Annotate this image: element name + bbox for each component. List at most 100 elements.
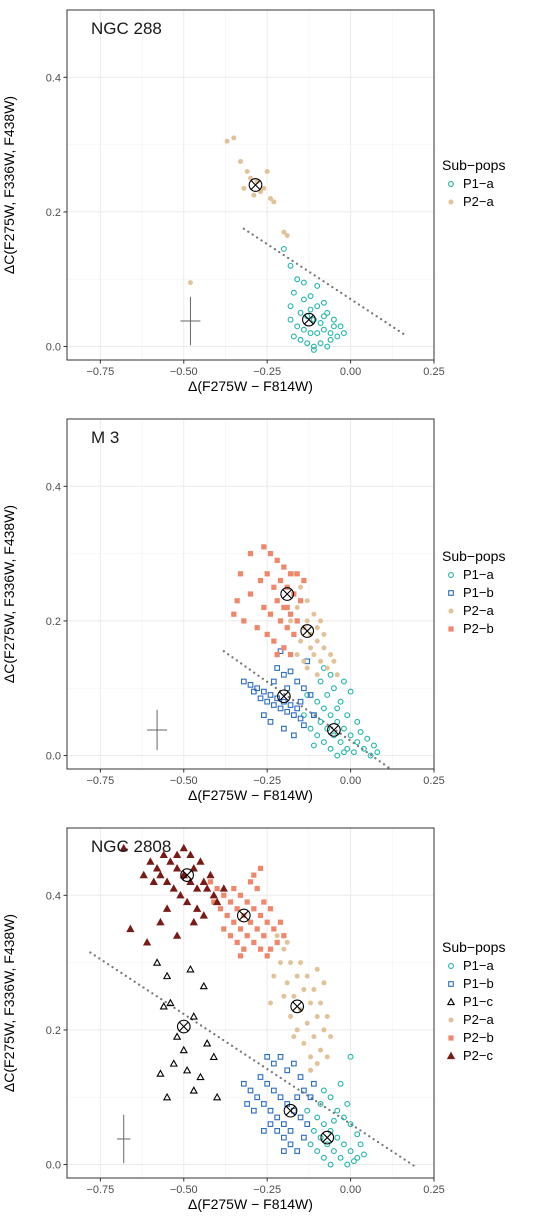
data-point — [179, 1045, 188, 1054]
data-point — [231, 919, 237, 925]
data-point — [284, 980, 290, 986]
legend-label: P2−a — [463, 603, 494, 618]
data-point — [182, 897, 192, 906]
centroid-cross — [238, 910, 249, 921]
legend-label: P2−a — [463, 194, 494, 209]
data-point — [301, 1040, 307, 1046]
data-point — [271, 584, 277, 590]
data-point — [284, 625, 290, 631]
x-tick-label: −0.50 — [170, 1184, 198, 1196]
data-point — [307, 1141, 314, 1148]
data-point — [247, 919, 254, 925]
data-point — [294, 323, 301, 330]
centroid-cross — [304, 314, 314, 325]
data-point — [308, 1067, 314, 1073]
data-point — [317, 678, 324, 685]
dotted-fit-line — [222, 650, 392, 771]
legend-marker — [448, 181, 454, 187]
data-point — [260, 1128, 267, 1134]
data-point — [281, 671, 287, 678]
data-point — [327, 1161, 334, 1168]
data-point — [267, 611, 274, 617]
data-point — [261, 544, 267, 550]
data-point — [264, 953, 270, 959]
x-tick-label: −0.50 — [170, 366, 198, 378]
data-point — [301, 577, 307, 584]
data-point — [354, 1131, 361, 1138]
data-point — [146, 857, 155, 865]
data-point — [291, 1060, 297, 1067]
data-point — [340, 330, 347, 337]
panel-title: NGC 2808 — [91, 837, 171, 856]
data-point — [298, 960, 304, 966]
x-tick-label: −0.25 — [253, 1184, 281, 1196]
data-point — [221, 926, 227, 932]
centroid-circle — [320, 1130, 335, 1145]
y-axis-label: ΔC(F275W, F336W, F438W) — [1, 505, 17, 683]
data-point — [196, 857, 205, 865]
data-point — [324, 1013, 330, 1019]
data-point — [288, 1013, 294, 1019]
data-point — [264, 169, 270, 175]
data-point — [311, 1034, 317, 1040]
data-point — [364, 735, 371, 742]
data-point — [304, 618, 310, 624]
data-point — [347, 732, 354, 739]
y-tick-label: 0.4 — [46, 481, 61, 493]
data-point — [172, 864, 182, 872]
data-point — [300, 296, 307, 303]
data-point — [291, 1107, 297, 1114]
data-point — [330, 1117, 337, 1124]
series-P1−a — [304, 1053, 367, 1168]
data-point — [290, 289, 297, 296]
error-bar — [117, 1114, 131, 1164]
data-point — [294, 1027, 300, 1033]
data-point — [294, 678, 301, 685]
y-tick-label: 0.4 — [46, 890, 61, 902]
data-point — [321, 631, 327, 637]
data-point — [267, 1107, 274, 1114]
data-point — [347, 1121, 354, 1128]
data-point — [287, 262, 294, 269]
x-tick-label: 0.25 — [423, 775, 444, 787]
data-point — [317, 1134, 324, 1141]
centroid-marker — [283, 1103, 298, 1118]
data-point — [304, 1020, 310, 1026]
data-point — [310, 316, 317, 323]
data-point — [301, 658, 307, 664]
data-point — [324, 692, 331, 698]
data-point — [277, 1053, 284, 1060]
data-point — [288, 960, 294, 966]
legend-label: P2−a — [463, 1012, 494, 1027]
data-point — [254, 1094, 261, 1101]
data-point — [307, 725, 314, 732]
data-point — [219, 884, 228, 892]
legend-marker — [446, 1051, 456, 1060]
data-point — [119, 843, 128, 852]
data-point — [314, 1061, 320, 1067]
data-point — [206, 870, 215, 879]
data-point — [344, 745, 351, 752]
data-point — [257, 1074, 264, 1080]
legend-marker — [446, 997, 456, 1006]
data-point — [357, 1141, 364, 1148]
data-point — [267, 1121, 274, 1128]
legend-title: Sub−pops — [442, 548, 505, 564]
data-point — [271, 926, 277, 932]
centroid-circle — [176, 1019, 191, 1034]
data-point — [298, 638, 304, 644]
data-point — [331, 658, 337, 664]
data-point — [327, 1094, 334, 1101]
data-point — [274, 1114, 281, 1121]
data-point — [367, 752, 374, 759]
centroid-circle — [283, 1103, 298, 1118]
data-point — [152, 958, 162, 966]
centroid-marker — [300, 624, 315, 638]
data-point — [267, 692, 274, 698]
data-point — [241, 618, 247, 624]
y-tick-label: 0.0 — [46, 1160, 61, 1172]
data-point — [261, 604, 267, 611]
data-point — [314, 732, 321, 739]
data-point — [189, 1012, 198, 1020]
data-point — [320, 1154, 327, 1161]
